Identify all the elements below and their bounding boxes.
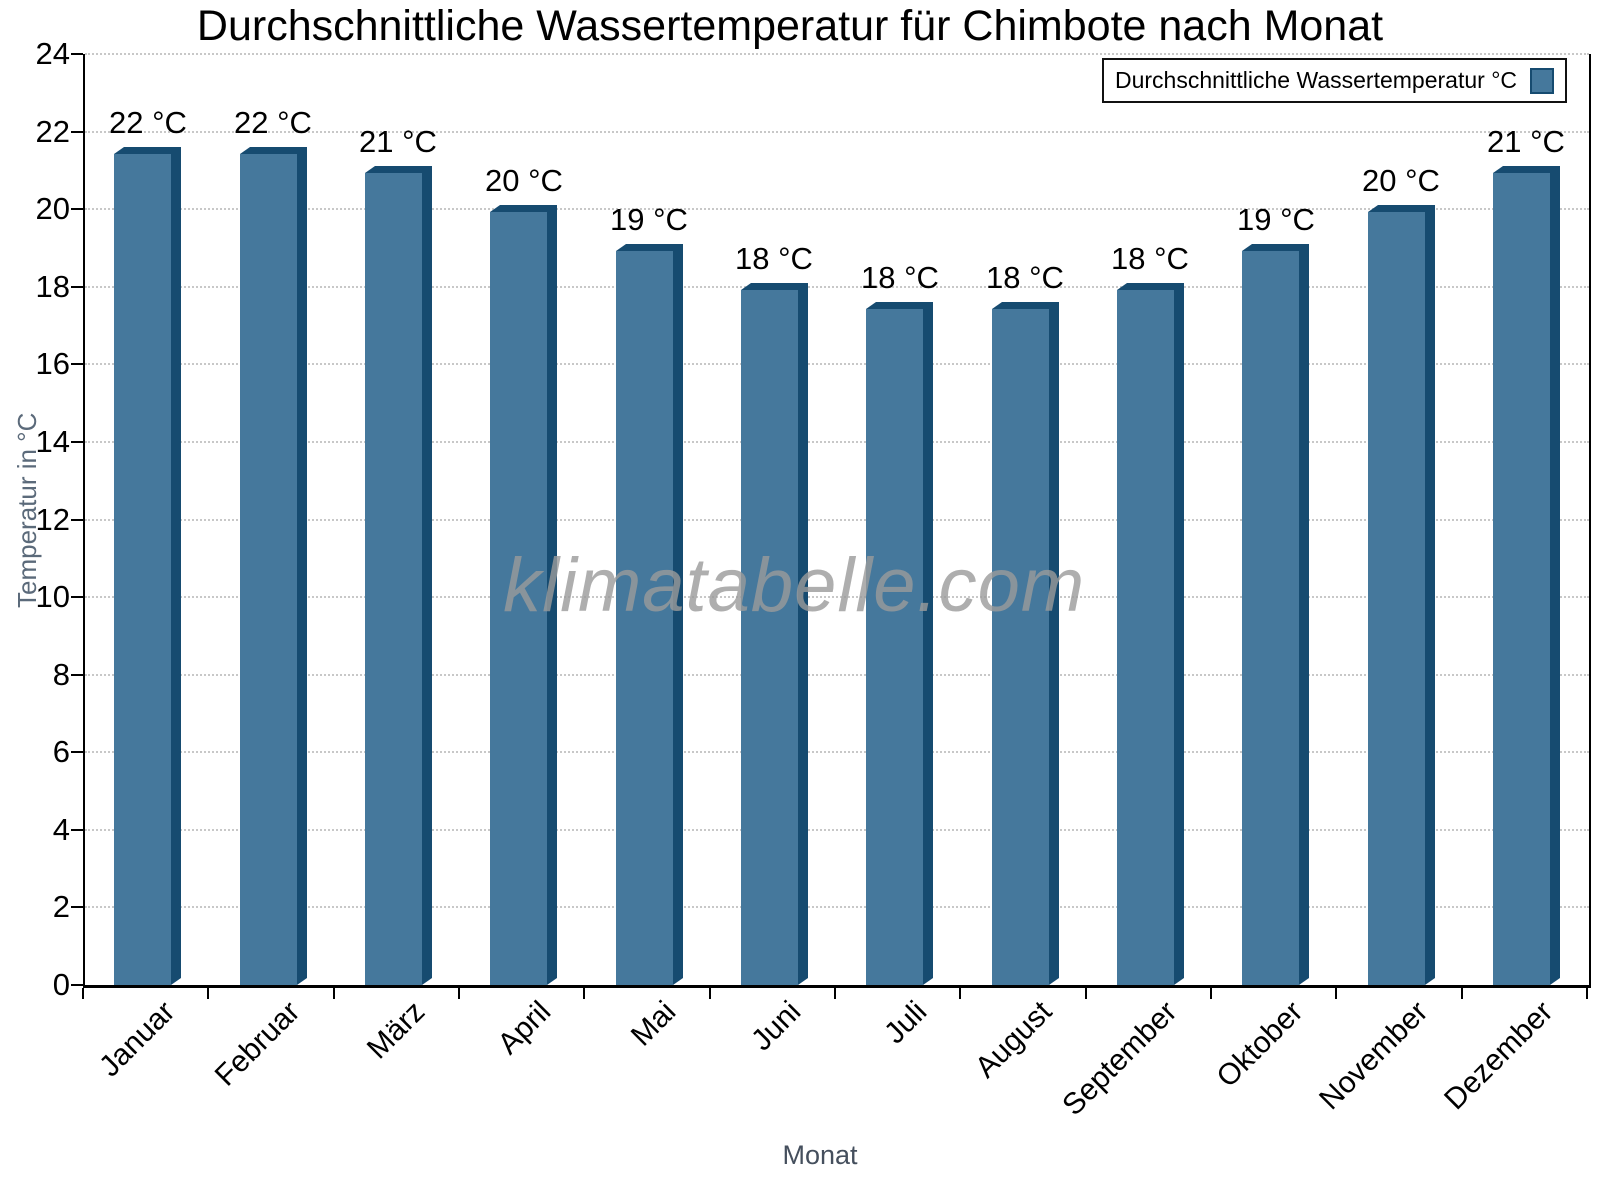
- gridline-22: [85, 130, 1589, 133]
- bar-value-label-juli: 18 °C: [861, 260, 939, 295]
- bar-september: [1117, 283, 1184, 985]
- bar-front-face: [1493, 173, 1550, 985]
- y-tick-label-2: 2: [52, 889, 70, 925]
- bar-front-face: [866, 309, 923, 985]
- x-axis-tick: [1335, 988, 1338, 999]
- bar-value-label-november: 20 °C: [1362, 163, 1440, 198]
- y-axis-tick: [71, 596, 83, 599]
- bar-front-face: [1368, 212, 1425, 985]
- gridline-12: [85, 518, 1589, 521]
- bar-dezember: [1493, 166, 1560, 985]
- y-tick-label-10: 10: [35, 579, 70, 615]
- x-axis-tick: [583, 988, 586, 999]
- y-axis-tick: [71, 518, 83, 521]
- plot-area: 22 °C 22 °C 21 °C 20 °C 19 °C 18 °C 18 °C 18 °C…: [83, 53, 1591, 988]
- bar-oktober: [1242, 244, 1309, 985]
- bar-front-face: [240, 154, 297, 985]
- y-axis-tick: [71, 828, 83, 831]
- x-axis-tick: [1460, 988, 1463, 999]
- y-axis-tick: [71, 53, 83, 55]
- bar-front-face: [114, 154, 171, 985]
- gridline-14: [85, 440, 1589, 443]
- y-tick-label-8: 8: [52, 656, 70, 692]
- y-tick-label-24: 24: [35, 36, 70, 71]
- gridline-10: [85, 596, 1589, 599]
- y-tick-label-0: 0: [52, 967, 70, 1002]
- x-axis-tick: [708, 988, 711, 999]
- y-axis-tick: [71, 440, 83, 443]
- y-tick-label-14: 14: [35, 423, 70, 459]
- bar-value-label-märz: 21 °C: [359, 124, 437, 159]
- bar-front-face: [490, 212, 547, 985]
- gridline-6: [85, 751, 1589, 754]
- bar-august: [992, 302, 1059, 985]
- y-tick-label-6: 6: [52, 734, 70, 770]
- x-axis-tick: [1084, 988, 1087, 999]
- x-axis-tick: [1210, 988, 1212, 999]
- watermark: klimatabelle.com: [503, 543, 1086, 628]
- bar-juli: [866, 302, 933, 985]
- y-tick-label-22: 22: [35, 113, 70, 149]
- bar-märz: [365, 166, 432, 985]
- y-axis-tick: [71, 673, 83, 676]
- y-axis-tick: [71, 363, 83, 366]
- x-axis-title: Monat: [782, 1140, 858, 1170]
- x-axis-tick: [207, 988, 210, 999]
- x-axis-tick: [834, 988, 836, 999]
- gridline-24: [85, 53, 1589, 55]
- bar-value-label-februar: 22 °C: [234, 105, 312, 140]
- y-axis-tick: [71, 208, 83, 211]
- bar-value-label-mai: 19 °C: [610, 202, 688, 237]
- bar-value-label-januar: 22 °C: [109, 105, 187, 140]
- bar-front-face: [1242, 251, 1299, 985]
- y-tick-label-20: 20: [35, 191, 70, 227]
- gridline-4: [85, 828, 1589, 831]
- y-tick-label-12: 12: [35, 501, 70, 537]
- bar-front-face: [365, 173, 422, 985]
- x-axis-tick: [82, 988, 84, 999]
- bar-value-label-april: 20 °C: [485, 163, 563, 198]
- gridline-2: [85, 906, 1589, 909]
- y-tick-label-16: 16: [35, 346, 70, 382]
- chart-title: Durchschnittliche Wassertemperatur für C…: [196, 2, 1384, 50]
- x-axis-tick: [959, 988, 962, 999]
- y-axis-tick: [71, 285, 83, 288]
- gridline-20: [85, 208, 1589, 211]
- y-tick-label-18: 18: [35, 268, 70, 304]
- gridline-18: [85, 285, 1589, 288]
- bar-value-label-dezember: 21 °C: [1487, 124, 1565, 159]
- bar-november: [1368, 205, 1435, 985]
- bar-value-label-oktober: 19 °C: [1237, 202, 1315, 237]
- x-tick-label-dezember: Dezember: [1438, 995, 1560, 1117]
- bar-front-face: [992, 309, 1049, 985]
- y-axis-tick: [71, 984, 83, 986]
- x-axis-tick: [332, 988, 335, 999]
- bar-value-label-august: 18 °C: [986, 260, 1064, 295]
- bar-februar: [240, 147, 307, 985]
- gridline-16: [85, 363, 1589, 366]
- x-axis-tick: [458, 988, 460, 999]
- bar-mai: [616, 244, 683, 985]
- bar-januar: [114, 147, 181, 985]
- gridline-8: [85, 673, 1589, 676]
- bar-front-face: [616, 251, 673, 985]
- bar-front-face: [741, 290, 798, 985]
- x-axis-tick: [1586, 988, 1588, 999]
- legend: Durchschnittliche Wassertemperatur °C: [1101, 58, 1567, 103]
- y-tick-label-4: 4: [52, 811, 70, 847]
- legend-swatch-icon: [1530, 67, 1554, 94]
- bar-value-label-juni: 18 °C: [735, 241, 813, 276]
- y-axis-tick: [71, 130, 83, 133]
- legend-label: Durchschnittliche Wassertemperatur °C: [1114, 67, 1517, 93]
- bar-juni: [741, 283, 808, 985]
- bar-april: [490, 205, 557, 985]
- bar-front-face: [1117, 290, 1174, 985]
- y-axis-tick: [71, 751, 83, 754]
- bar-value-label-september: 18 °C: [1111, 241, 1189, 276]
- y-axis-tick: [71, 906, 83, 909]
